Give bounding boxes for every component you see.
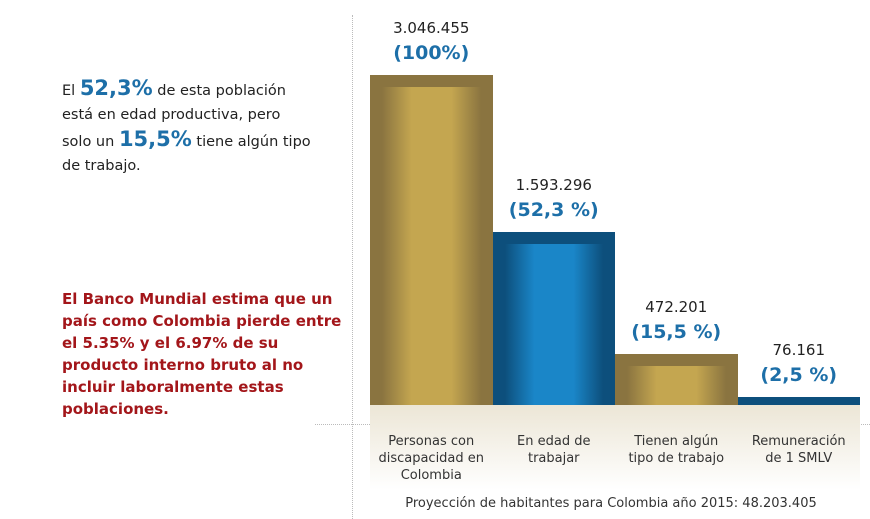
label-band [370, 405, 860, 490]
bar [615, 353, 738, 405]
note-text: El Banco Mundial estima que un país como… [62, 290, 342, 418]
value-label: 3.046.455 [393, 19, 470, 37]
percent-label: (2,5 %) [760, 363, 838, 386]
intro-text: El 52,3% de esta población está en edad … [62, 76, 312, 178]
value-label: 472.201 [645, 297, 708, 316]
intro-part: El [62, 83, 80, 99]
category-label: En edad de trabajar [517, 434, 591, 466]
category-label: Tienen algún tipo de trabajo [628, 434, 725, 466]
footnote: Proyección de habitantes para Colombia a… [405, 496, 817, 511]
category-label: Personas con discapacidad en Colombia [378, 434, 485, 483]
divider [352, 15, 353, 519]
bar-inner [382, 87, 481, 405]
intro-highlight: 52,3% [79, 76, 153, 100]
percent-label: (52,3 %) [508, 199, 599, 222]
intro-part: de esta población está en edad productiv… [62, 83, 286, 150]
intro-highlight: 15,5% [118, 127, 192, 151]
intro-part: tiene algún tipo de trabajo. [62, 134, 311, 174]
percent-label: (15,5 %) [631, 320, 722, 343]
value-label: 76.161 [772, 340, 826, 359]
bar [737, 396, 860, 405]
category-label: Remuneración de 1 SMLV [751, 434, 846, 466]
percent-label: (100%) [393, 42, 470, 64]
bar-inner [504, 244, 603, 405]
bar [370, 75, 493, 405]
bar-inner [627, 365, 726, 405]
bar [492, 232, 615, 405]
value-label: 1.593.296 [515, 176, 592, 195]
